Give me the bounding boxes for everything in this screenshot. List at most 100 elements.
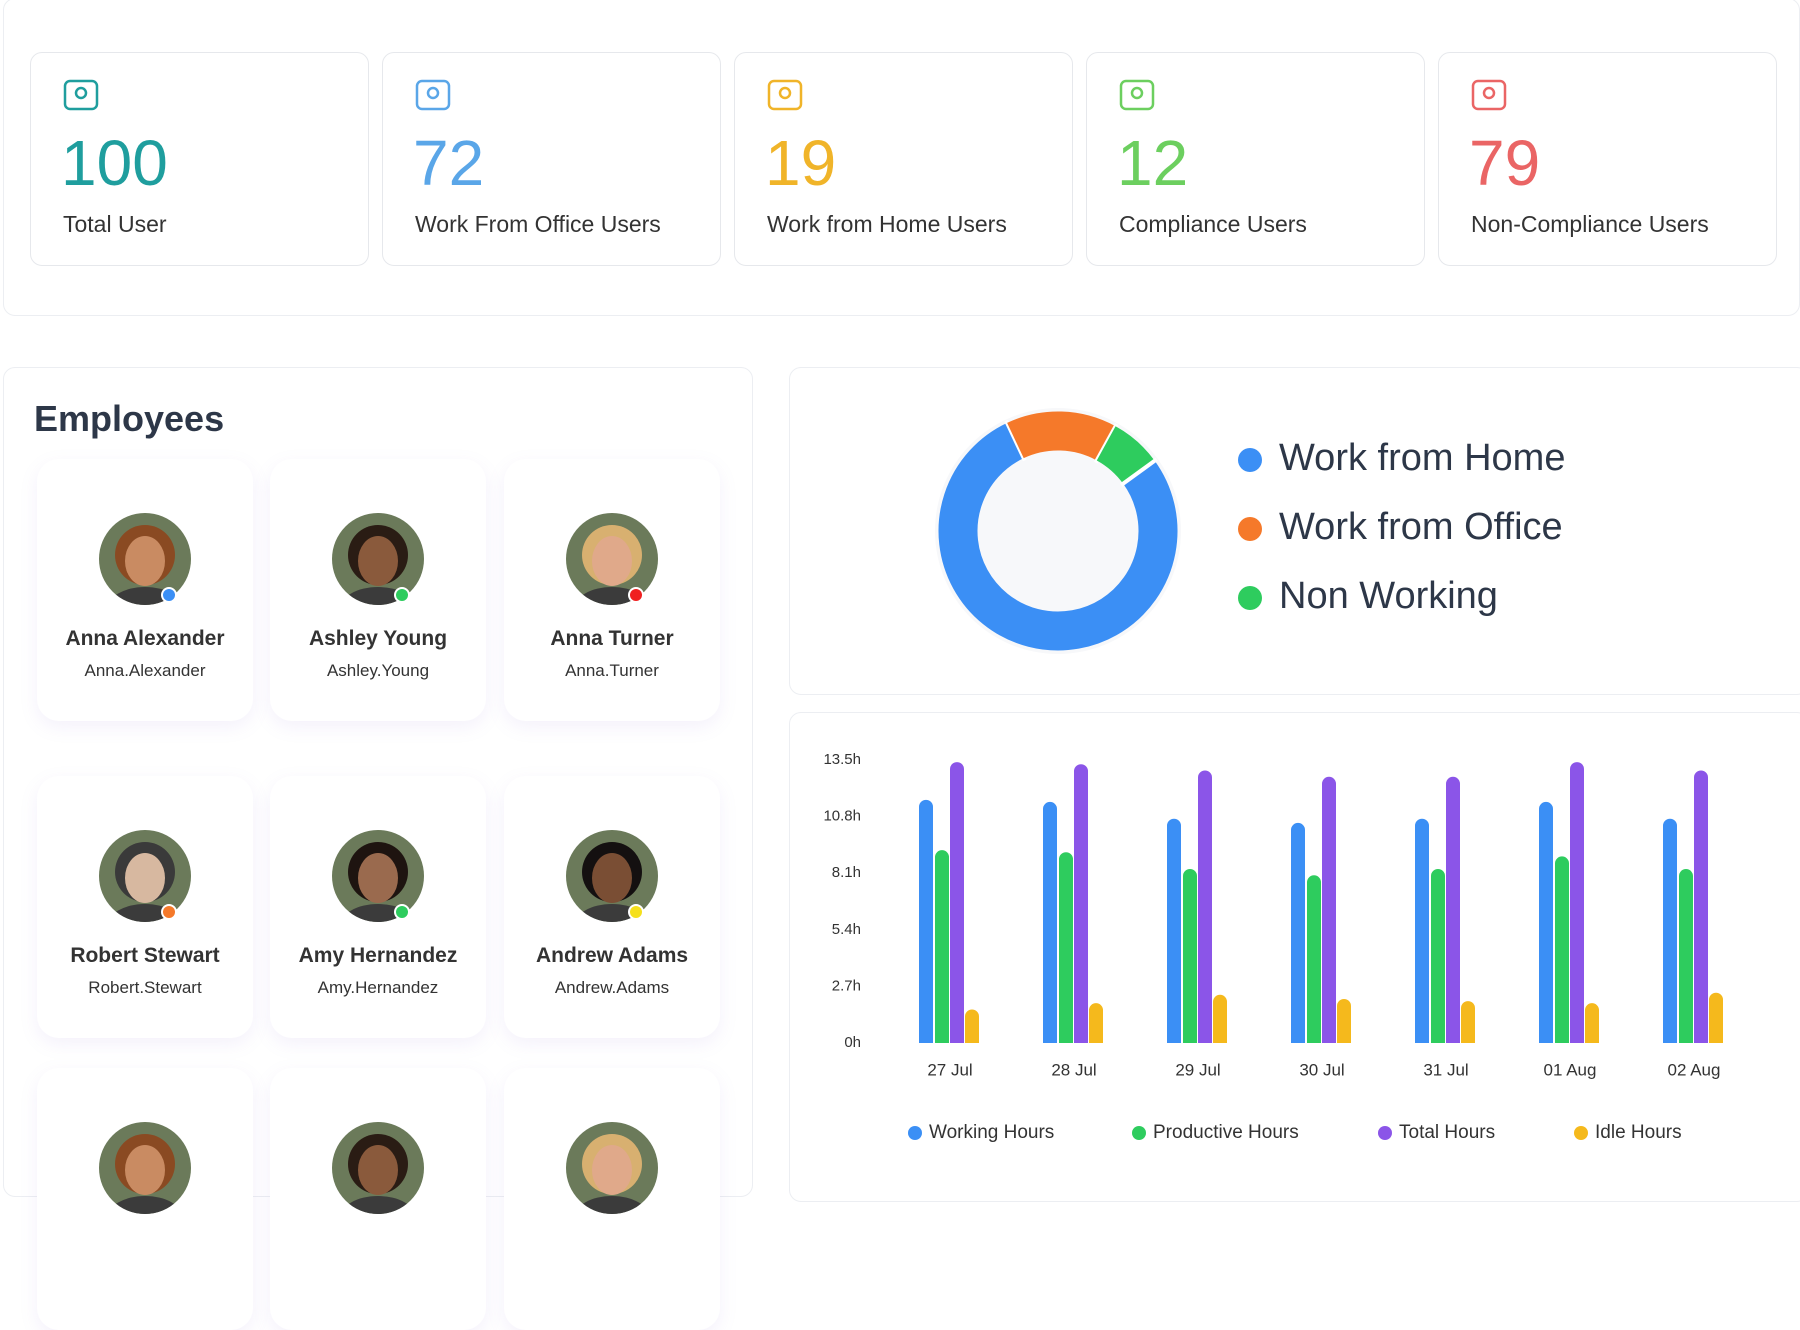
stat-label: Total User <box>63 211 167 237</box>
employee-username: Ashley.Young <box>326 661 430 680</box>
legend-dot <box>1378 1126 1392 1140</box>
bar <box>1059 852 1073 1043</box>
bar <box>1074 764 1088 1043</box>
legend-label: Productive Hours <box>1153 1122 1299 1143</box>
legend-label: Work from Home <box>1279 437 1565 479</box>
avatar-image <box>332 1122 424 1214</box>
stat-label: Non-Compliance Users <box>1471 211 1709 237</box>
bar <box>1213 994 1227 1043</box>
avatar <box>332 830 424 922</box>
avatar-image <box>566 830 658 922</box>
bar <box>1570 762 1584 1043</box>
stat-value: 79 <box>1469 127 1541 199</box>
legend-dot <box>1238 448 1262 472</box>
employee-card: Anna Alexander Anna.Alexander <box>37 459 253 721</box>
employee-name: Andrew Adams <box>535 944 689 967</box>
employee-username: Anna.Turner <box>565 661 659 680</box>
status-dot <box>396 589 408 601</box>
stat-card: 12 Compliance Users <box>1086 52 1425 266</box>
legend-dot <box>908 1126 922 1140</box>
avatar <box>566 1122 658 1214</box>
stat-card: 79 Non-Compliance Users <box>1438 52 1777 266</box>
icon-shape <box>74 86 88 100</box>
bar <box>919 799 933 1043</box>
employee-username: Robert.Stewart <box>88 978 202 997</box>
stat-label: Compliance Users <box>1119 211 1307 237</box>
avatar <box>99 513 191 605</box>
stat-value: 19 <box>765 127 837 199</box>
bar <box>1089 1003 1103 1043</box>
status-dot <box>396 906 408 918</box>
employee-name: Anna Turner <box>550 627 674 650</box>
legend-dot <box>1238 517 1262 541</box>
legend-dot <box>1574 1126 1588 1140</box>
x-tick-label: 27 Jul <box>927 1060 972 1079</box>
avatar-image <box>99 513 191 605</box>
avatar-face <box>592 1145 632 1195</box>
stat-label: Work from Home Users <box>767 211 1007 237</box>
bar <box>1198 770 1212 1043</box>
legend-dot <box>1238 586 1262 610</box>
donut-slice <box>938 422 1178 651</box>
stat-value: 100 <box>61 127 168 199</box>
status-dot <box>163 589 175 601</box>
bar <box>1431 869 1445 1043</box>
x-tick-label: 28 Jul <box>1051 1060 1096 1079</box>
bar <box>1663 818 1677 1043</box>
avatar-image <box>332 830 424 922</box>
stat-card: 19 Work from Home Users <box>734 52 1073 266</box>
donut-slice <box>1096 426 1155 485</box>
y-tick-label: 10.8h <box>823 808 861 825</box>
employee-card: Andrew Adams Andrew.Adams <box>504 776 720 1038</box>
avatar-image <box>566 1122 658 1214</box>
y-tick-label: 0h <box>844 1034 861 1051</box>
stat-value: 12 <box>1117 127 1189 199</box>
bar <box>1183 869 1197 1043</box>
avatar-face <box>358 853 398 903</box>
bar <box>1461 1001 1475 1043</box>
bar <box>935 850 949 1043</box>
slice-gap <box>1004 419 1027 462</box>
stat-card: 100 Total User <box>30 52 369 266</box>
donut-chart: Work from Home Work from Office Non Workin… <box>935 408 1565 654</box>
avatar-face <box>358 1145 398 1195</box>
bar <box>1446 776 1460 1043</box>
bar <box>1415 818 1429 1043</box>
avatar-face <box>125 1145 165 1195</box>
stat-card: 72 Work From Office Users <box>382 52 721 266</box>
avatar <box>332 1122 424 1214</box>
employee-name: Amy Hernandez <box>298 944 458 967</box>
bar <box>1337 998 1351 1043</box>
icon-shape <box>63 79 99 111</box>
bar <box>1291 822 1305 1043</box>
y-tick-label: 2.7h <box>832 977 861 994</box>
bar <box>1709 992 1723 1043</box>
employee-username: Anna.Alexander <box>84 661 206 680</box>
employee-card: Robert Stewart Robert.Stewart <box>37 776 253 1038</box>
employee-card <box>37 1068 253 1330</box>
avatar-image <box>99 1122 191 1214</box>
bar <box>1585 1003 1599 1043</box>
employee-name: Robert Stewart <box>70 944 220 967</box>
dashboard: 100 Total User 72 Work From Office Users 19 W… <box>3 0 1800 1214</box>
legend-label: Total Hours <box>1399 1122 1495 1143</box>
stat-icon <box>1119 79 1155 111</box>
bar <box>1307 875 1321 1043</box>
employee-username: Amy.Hernandez <box>317 978 439 997</box>
bar <box>950 762 964 1043</box>
bar <box>1539 801 1553 1043</box>
avatar <box>99 830 191 922</box>
icon-shape <box>415 79 451 111</box>
employee-card <box>270 1068 486 1330</box>
stat-icon <box>1471 79 1507 111</box>
avatar-image <box>566 513 658 605</box>
icon-shape <box>767 79 803 111</box>
icon-shape <box>1119 79 1155 111</box>
legend-label: Work from Office <box>1279 506 1563 548</box>
bar-chart: 0h 2.7h 5.4h 8.1h 10.8h 13.5h 27 Jul 28 Jul 29 J… <box>823 751 1723 1143</box>
employee-name: Anna Alexander <box>65 627 225 650</box>
employee-card: Anna Turner Anna.Turner <box>504 459 720 721</box>
status-dot <box>163 906 175 918</box>
y-tick-label: 13.5h <box>823 751 861 768</box>
bar <box>1555 856 1569 1043</box>
